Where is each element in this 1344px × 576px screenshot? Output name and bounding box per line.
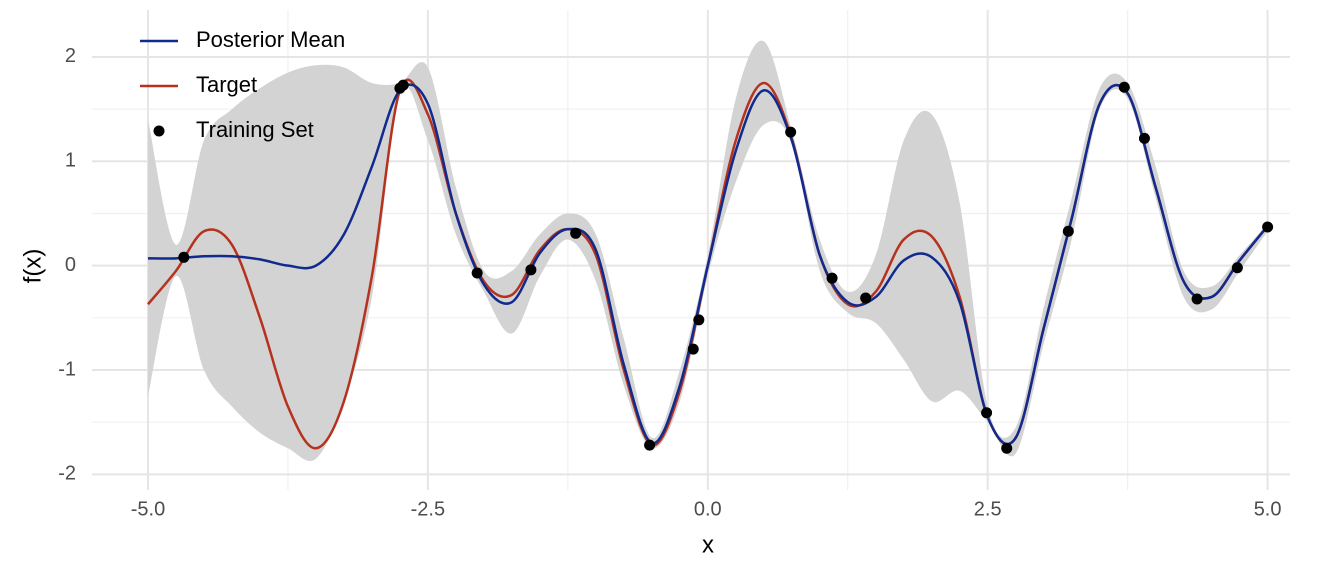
training-point [570, 227, 582, 239]
training-point [1118, 81, 1130, 93]
training-point [981, 407, 993, 419]
training-point [693, 314, 705, 326]
legend-swatch [153, 125, 165, 137]
training-point [525, 264, 537, 276]
training-point [1262, 221, 1274, 233]
training-point [1001, 442, 1013, 454]
training-point [397, 79, 409, 91]
legend-label: Training Set [196, 117, 314, 142]
training-point [471, 267, 483, 279]
y-tick-label: -1 [58, 358, 76, 380]
legend-label: Posterior Mean [196, 27, 345, 52]
training-point [644, 439, 656, 451]
x-tick-label: 0.0 [694, 498, 722, 520]
training-point [826, 272, 838, 284]
y-tick-label: 0 [65, 254, 76, 276]
series-line [147, 83, 1269, 446]
y-tick-label: 1 [65, 150, 76, 172]
training-point [785, 126, 797, 138]
x-tick-label: 2.5 [974, 498, 1002, 520]
training-point [1231, 262, 1243, 274]
confidence-band [147, 40, 1268, 462]
training-point [1191, 293, 1203, 305]
x-tick-label: -2.5 [411, 498, 445, 520]
y-tick-label: 2 [65, 45, 76, 67]
legend-label: Target [196, 72, 257, 97]
x-tick-label: -5.0 [131, 498, 165, 520]
x-axis-title: x [702, 531, 714, 558]
y-axis-title: f(x) [19, 249, 46, 284]
training-point [178, 251, 190, 263]
x-tick-label: 5.0 [1254, 498, 1282, 520]
y-tick-label: -2 [58, 463, 76, 485]
training-point [1062, 225, 1074, 237]
training-point [1138, 132, 1150, 144]
training-point [687, 343, 699, 355]
training-point [860, 292, 872, 304]
